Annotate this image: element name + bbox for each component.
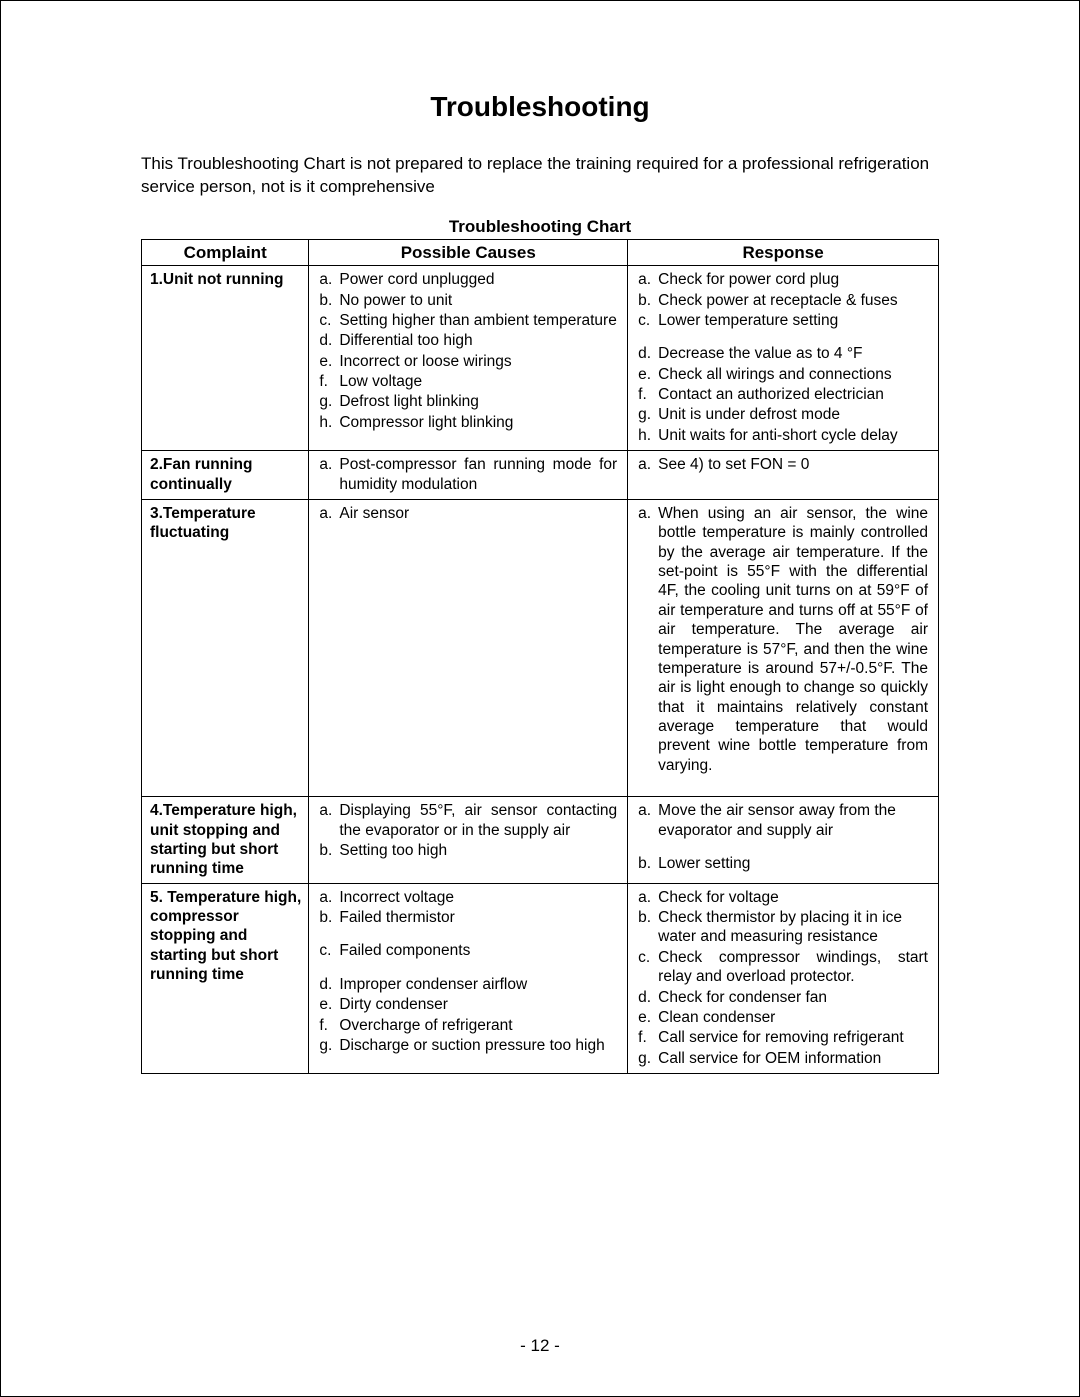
content-area: Troubleshooting This Troubleshooting Cha…: [61, 41, 1019, 1074]
page-title: Troubleshooting: [141, 91, 939, 123]
intro-paragraph: This Troubleshooting Chart is not prepar…: [141, 153, 939, 199]
causes-cell: a.Displaying 55°F, air sensor contacting…: [309, 797, 628, 884]
causes-cell: a.Post-compressor fan running mode for h…: [309, 451, 628, 500]
response-cell: a.Check for power cord plugb.Check power…: [628, 266, 939, 451]
table-row: 3.Temperature fluctuatinga.Air sensora.W…: [142, 499, 939, 796]
response-cell: a.See 4) to set FON = 0: [628, 451, 939, 500]
complaint-cell: 1.Unit not running: [142, 266, 309, 451]
table-row: 5. Temperature high, compressor stopping…: [142, 883, 939, 1073]
page: Troubleshooting This Troubleshooting Cha…: [0, 0, 1080, 1397]
table-row: 4.Temperature high, unit stopping and st…: [142, 797, 939, 884]
causes-cell: a.Incorrect voltageb.Failed thermistorc.…: [309, 883, 628, 1073]
table-row: 2.Fan running continuallya.Post-compress…: [142, 451, 939, 500]
page-number: - 12 -: [1, 1336, 1079, 1356]
complaint-cell: 2.Fan running continually: [142, 451, 309, 500]
causes-cell: a.Power cord unpluggedb.No power to unit…: [309, 266, 628, 451]
causes-cell: a.Air sensor: [309, 499, 628, 796]
table-body: 1.Unit not runninga.Power cord unplugged…: [142, 266, 939, 1074]
complaint-cell: 5. Temperature high, compressor stopping…: [142, 883, 309, 1073]
header-response: Response: [628, 239, 939, 265]
header-causes: Possible Causes: [309, 239, 628, 265]
chart-caption: Troubleshooting Chart: [141, 217, 939, 237]
complaint-cell: 3.Temperature fluctuating: [142, 499, 309, 796]
troubleshooting-table: Complaint Possible Causes Response 1.Uni…: [141, 239, 939, 1074]
response-cell: a.When using an air sensor, the wine bot…: [628, 499, 939, 796]
complaint-cell: 4.Temperature high, unit stopping and st…: [142, 797, 309, 884]
response-cell: a.Check for voltageb.Check thermistor by…: [628, 883, 939, 1073]
header-complaint: Complaint: [142, 239, 309, 265]
table-header-row: Complaint Possible Causes Response: [142, 239, 939, 265]
table-row: 1.Unit not runninga.Power cord unplugged…: [142, 266, 939, 451]
response-cell: a.Move the air sensor away from the evap…: [628, 797, 939, 884]
